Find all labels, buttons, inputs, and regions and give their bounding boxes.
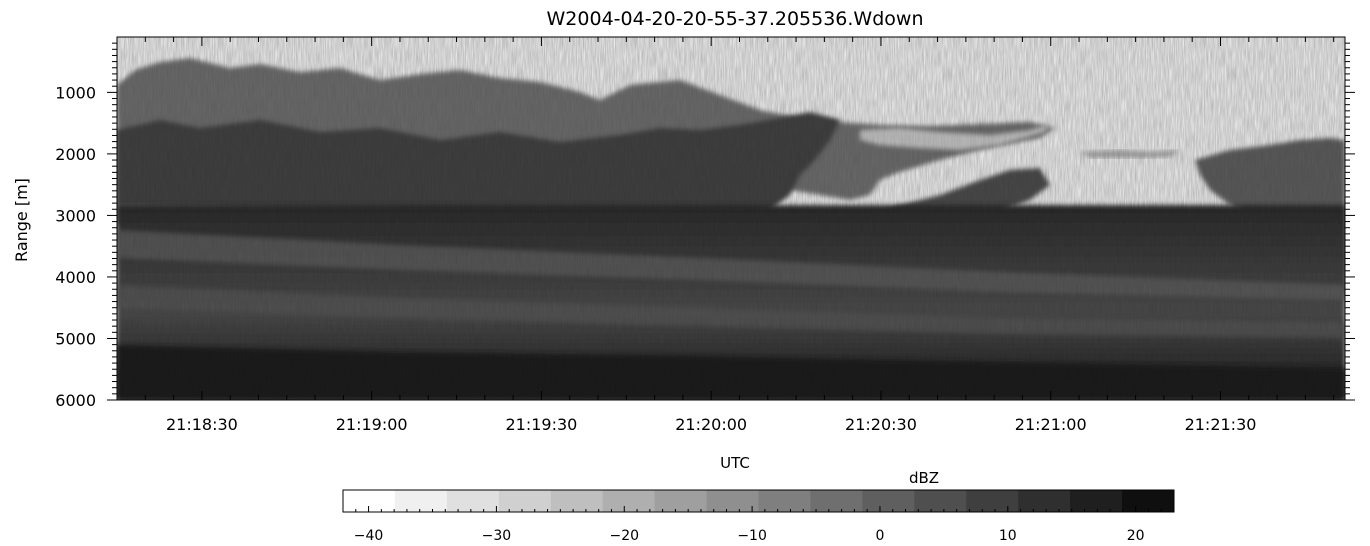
colorbar-frame: [342, 489, 1175, 513]
y-tick-label: 6000: [55, 391, 96, 410]
colorbar-tick-label: 20: [1127, 528, 1145, 544]
plot-frame: [116, 36, 1346, 401]
y-tick-label: 5000: [55, 329, 96, 348]
colorbar-swatch: [654, 490, 708, 512]
colorbar-tick-label: 10: [999, 528, 1017, 544]
colorbar-swatch: [498, 490, 552, 512]
colorbar-swatch: [706, 490, 759, 512]
colorbar-swatch: [914, 490, 967, 512]
y-axis-label: Range [m]: [12, 178, 31, 262]
y-tick-label: 4000: [55, 268, 96, 287]
y-axis: 1000 2000 3000 4000 5000 6000: [55, 42, 1355, 410]
heatmap-image: [117, 37, 1345, 400]
colorbar-swatch: [1018, 490, 1071, 512]
colorbar-swatch: [1122, 490, 1175, 512]
y-tick-label: 3000: [55, 206, 96, 225]
colorbar-swatch: [758, 490, 811, 512]
chart-title: W2004-04-20-20-55-37.205536.Wdown: [547, 8, 924, 30]
colorbar-swatch: [446, 490, 500, 512]
colorbar-swatch: [862, 490, 915, 512]
x-tick-label: 21:18:30: [166, 415, 238, 434]
x-tick-label: 21:21:00: [1015, 415, 1087, 434]
colorbar: −40 −30 −20 −10 0 10 20: [342, 489, 1175, 544]
y-tick-label: 1000: [55, 83, 96, 102]
colorbar-label: dBZ: [909, 469, 939, 487]
colorbar-tick-label: 0: [875, 528, 884, 544]
x-tick-label: 21:20:30: [845, 415, 917, 434]
x-tick-label: 21:21:30: [1185, 415, 1257, 434]
x-axis-label: UTC: [720, 454, 750, 472]
colorbar-tick-label: −20: [609, 528, 639, 544]
x-tick-label: 21:19:30: [505, 415, 577, 434]
colorbar-swatch: [602, 490, 656, 512]
y-tick-label: 2000: [55, 145, 96, 164]
colorbar-tick-label: −10: [737, 528, 767, 544]
colorbar-swatch: [550, 490, 604, 512]
colorbar-tick-label: −40: [354, 528, 384, 544]
colorbar-tick-label: −30: [482, 528, 512, 544]
colorbar-swatch: [1070, 490, 1123, 512]
x-tick-label: 21:20:00: [675, 415, 747, 434]
colorbar-swatch: [343, 490, 396, 512]
x-tick-label: 21:19:00: [336, 415, 408, 434]
x-axis: 21:18:30 21:19:00 21:19:30 21:20:00 21:20:30…: [116, 37, 1335, 434]
colorbar-swatch: [966, 490, 1019, 512]
colorbar-swatch: [810, 490, 863, 512]
colorbar-swatch: [394, 490, 448, 512]
